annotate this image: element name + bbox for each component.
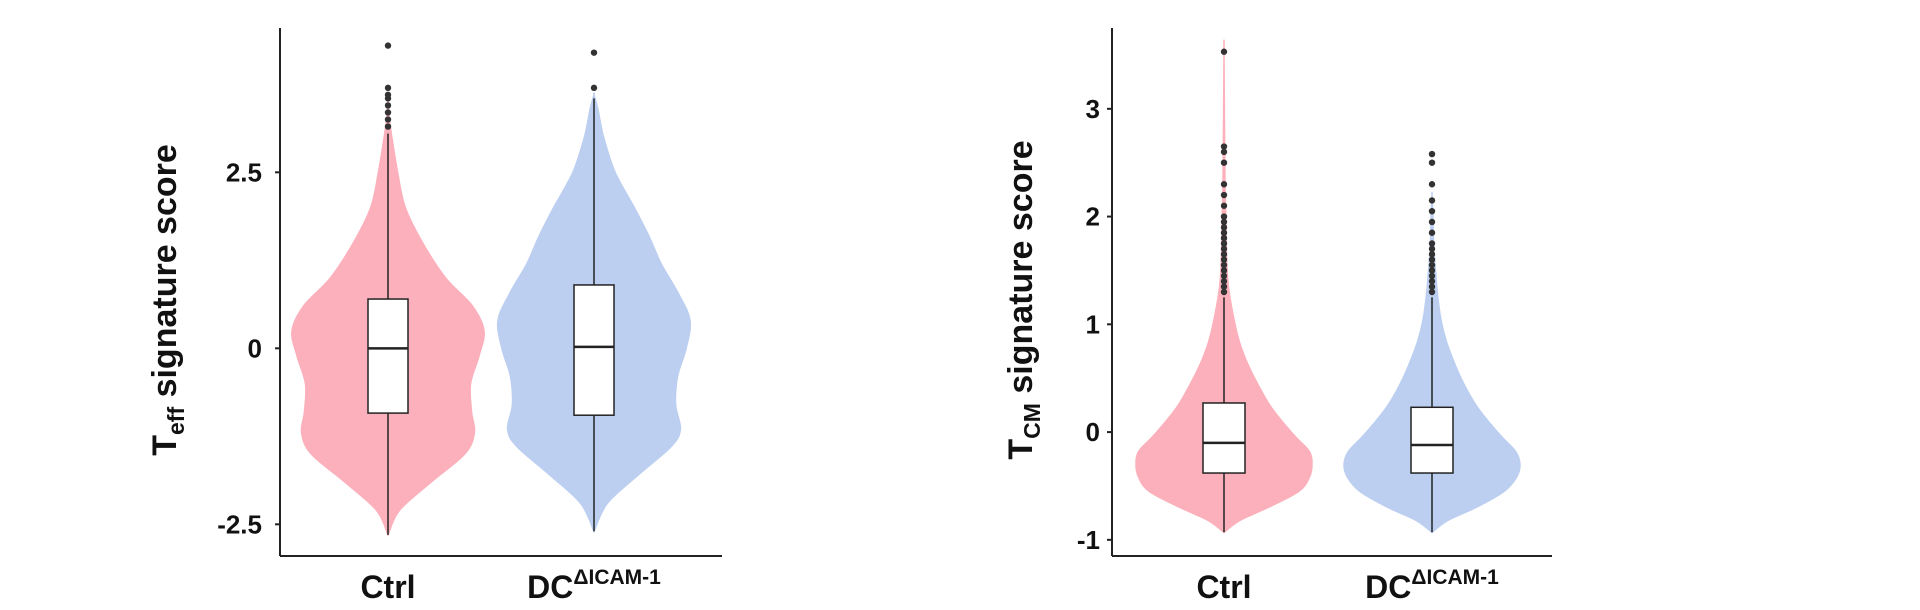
outlier-point: [1220, 251, 1228, 258]
outlier-point: [1428, 207, 1436, 215]
x-category-labels: Ctrl DCΔICAM-1: [1196, 566, 1499, 605]
box-iqr: [367, 298, 409, 414]
y-tick-label: 2: [1086, 202, 1100, 232]
outlier-point: [590, 84, 598, 92]
category-name: Ctrl: [1196, 569, 1251, 605]
y-tick-label: -2.5: [217, 509, 262, 539]
outlier-point: [1220, 240, 1228, 247]
outlier-point: [1220, 267, 1228, 274]
teff-violin-panel: 2.5 0 -2.5 Ctrl DCΔICAM-1 Teff signature sc…: [146, 28, 722, 605]
y-axis-label-rest: signature score: [146, 144, 184, 407]
outlier-point: [1220, 191, 1228, 199]
outlier-point: [1220, 202, 1228, 209]
outlier-point: [1220, 261, 1228, 269]
outlier-point: [1428, 283, 1436, 290]
outlier-point: [1428, 278, 1436, 285]
boxplots: [367, 98, 615, 535]
x-category-labels: Ctrl DCΔICAM-1: [360, 566, 661, 605]
outlier-point: [1220, 256, 1228, 263]
box-iqr: [573, 284, 615, 416]
outlier-point: [1220, 288, 1228, 296]
y-axis-label-main: T: [1002, 439, 1040, 460]
outlier-point: [384, 102, 392, 109]
x-category-label: DCΔICAM-1: [527, 566, 661, 605]
violins: [1135, 39, 1521, 534]
outlier-point: [1220, 181, 1228, 188]
outlier-point: [1428, 261, 1436, 269]
outlier-point: [1428, 272, 1436, 280]
outlier-point: [590, 49, 598, 56]
y-axis-label-sub: CM: [1019, 403, 1045, 439]
y-axis-label-sub: eff: [163, 407, 189, 435]
outlier-point: [1220, 278, 1228, 285]
outlier-point: [1220, 213, 1228, 220]
category-superscript: ΔICAM-1: [573, 566, 661, 589]
outlier-point: [1220, 218, 1228, 226]
tcm-violin-panel: 3 2 1 0 -1 Ctrl DCΔICAM-1 TCM signature score: [1002, 28, 1552, 605]
y-axis-label-main: T: [146, 435, 184, 456]
category-name: Ctrl: [360, 569, 415, 605]
outlier-point: [384, 123, 392, 130]
box-iqr: [1202, 402, 1246, 474]
outlier-point: [1220, 272, 1228, 280]
outlier-point: [1428, 267, 1436, 274]
outlier-point: [384, 91, 392, 99]
y-tick-label: 3: [1086, 94, 1100, 124]
y-axis-label-rest: signature score: [1002, 140, 1040, 403]
category-name: DC: [527, 569, 573, 605]
outlier-point: [1220, 229, 1228, 236]
outlier-point: [1220, 143, 1228, 150]
outlier-points: [384, 42, 598, 130]
outlier-point: [1220, 234, 1228, 242]
violins: [291, 92, 692, 537]
outlier-point: [1428, 181, 1436, 188]
x-category-label: DCΔICAM-1: [1365, 566, 1499, 605]
outlier-point: [1428, 150, 1436, 158]
outlier-point: [1428, 197, 1436, 204]
outlier-point: [1220, 245, 1228, 253]
outlier-point: [384, 84, 392, 92]
outlier-point: [1428, 159, 1436, 166]
outlier-point: [1428, 229, 1436, 236]
outlier-point: [1428, 256, 1436, 263]
x-category-label: Ctrl: [360, 569, 415, 605]
y-tick-label: -1: [1077, 525, 1100, 555]
outlier-point: [384, 116, 392, 123]
outlier-point: [1428, 288, 1436, 296]
y-tick-labels: 2.5 0 -2.5: [217, 157, 280, 539]
y-tick-labels: 3 2 1 0 -1: [1077, 94, 1112, 555]
category-superscript: ΔICAM-1: [1411, 566, 1499, 589]
outlier-point: [1428, 245, 1436, 253]
outlier-point: [1428, 218, 1436, 226]
box-iqr: [1410, 406, 1454, 474]
outlier-point: [1220, 283, 1228, 290]
outlier-point: [1220, 48, 1228, 55]
outlier-points: [1220, 48, 1436, 296]
outlier-point: [1428, 251, 1436, 258]
outlier-point: [1220, 159, 1228, 166]
y-tick-label: 0: [1086, 417, 1100, 447]
y-axis-label: Teff signature score: [146, 144, 189, 456]
category-name: DC: [1365, 569, 1411, 605]
boxplots: [1202, 297, 1454, 533]
outlier-point: [1220, 224, 1228, 231]
outlier-point: [384, 42, 392, 49]
outlier-point: [1220, 148, 1228, 156]
y-axis-label: TCM signature score: [1002, 140, 1045, 459]
y-tick-label: 2.5: [226, 157, 262, 187]
x-category-label: Ctrl: [1196, 569, 1251, 605]
outlier-point: [384, 109, 392, 116]
outlier-point: [1428, 240, 1436, 247]
y-tick-label: 1: [1086, 309, 1100, 339]
y-tick-label: 0: [248, 333, 262, 363]
